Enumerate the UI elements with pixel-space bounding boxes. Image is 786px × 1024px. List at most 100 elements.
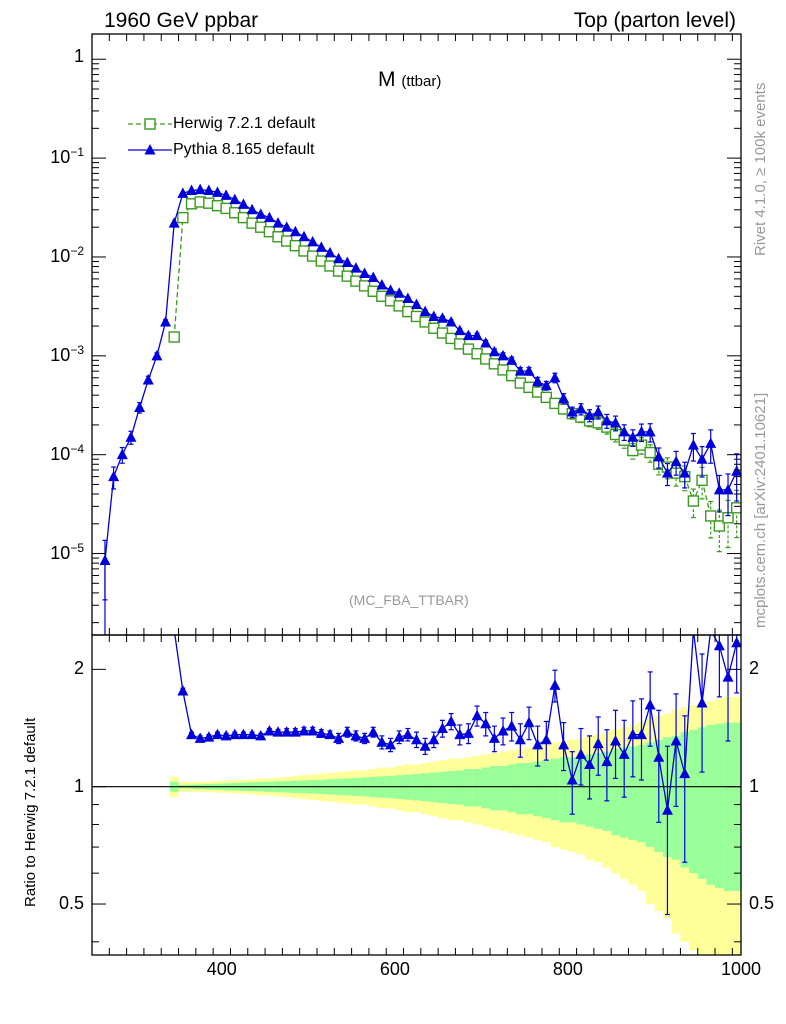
side-label-mcplots: mcplots.cern.ch [arXiv:2401.10621] — [752, 392, 769, 628]
ratio-band-stat — [455, 770, 465, 805]
data-point-triangle — [480, 717, 492, 729]
data-point-triangle — [558, 738, 570, 750]
ratio-y-tick-label-right: 0.5 — [749, 893, 775, 914]
data-point-square — [730, 502, 741, 514]
data-point-triangle — [705, 437, 717, 448]
data-point-triangle — [194, 732, 206, 743]
ratio-frame — [91, 634, 742, 956]
data-point-square — [705, 510, 717, 522]
data-point-triangle — [687, 439, 699, 450]
data-point-triangle — [289, 726, 301, 737]
data-point-triangle — [376, 736, 388, 747]
data-point-triangle — [203, 184, 215, 196]
ratio-band-stat — [697, 727, 707, 879]
data-point-triangle — [393, 731, 405, 742]
ratio-band-stat — [550, 758, 560, 821]
data-point-square — [540, 391, 552, 404]
data-point-triangle — [220, 729, 232, 741]
title-sub: (ttbar) — [401, 73, 442, 90]
ratio-y-tick-label-left: 1 — [73, 775, 84, 796]
data-point-triangle — [670, 455, 682, 467]
data-point-square — [393, 300, 405, 312]
data-point-triangle — [644, 425, 656, 437]
legend-marker-herwig — [144, 118, 156, 130]
ratio-band-stat — [541, 760, 551, 819]
data-point-square — [644, 446, 656, 459]
data-point-triangle — [142, 373, 154, 385]
data-point-triangle — [281, 221, 293, 232]
y-tick-exponent: −4 — [70, 441, 84, 456]
data-point-triangle — [272, 726, 284, 737]
ratio-band-stat — [498, 766, 508, 811]
ratio-band-stat — [472, 769, 482, 807]
legend-marker-pythia — [144, 144, 156, 155]
data-point-triangle — [462, 329, 474, 341]
data-point-triangle — [549, 371, 561, 383]
data-point-triangle — [255, 208, 267, 219]
y-tick-label: 10−2 — [24, 244, 84, 267]
data-point-triangle — [566, 774, 578, 785]
y-tick-label: 10−1 — [24, 145, 84, 168]
data-point-triangle — [445, 315, 457, 327]
data-point-triangle — [532, 375, 544, 386]
data-point-triangle — [229, 728, 241, 740]
data-point-triangle — [471, 709, 483, 721]
data-point-triangle — [514, 365, 526, 376]
ratio-band-stat — [464, 769, 473, 807]
data-point-triangle — [315, 727, 327, 738]
y-tick-base: 10 — [50, 344, 71, 365]
data-point-triangle — [385, 738, 397, 750]
ratio-band-stat — [715, 723, 724, 888]
ratio-band-stat — [438, 771, 447, 804]
ratio-band-stat — [645, 742, 655, 848]
data-point-triangle — [506, 354, 518, 365]
observable-title: M (ttbar) — [378, 68, 441, 92]
data-point-square — [687, 495, 700, 507]
ratio-band-stat — [706, 724, 716, 885]
data-point-triangle — [618, 425, 630, 437]
data-point-triangle — [454, 728, 466, 740]
y-tick-label: 10−3 — [24, 343, 84, 366]
data-point-triangle — [255, 729, 267, 741]
x-tick-label: 800 — [552, 959, 583, 979]
data-point-triangle — [584, 758, 596, 770]
data-point-triangle — [497, 724, 509, 736]
ratio-band-stat — [533, 761, 542, 817]
data-point-triangle — [99, 554, 111, 566]
data-point-triangle — [436, 312, 448, 323]
data-point-triangle — [246, 203, 258, 215]
data-point-square — [168, 331, 180, 343]
data-point-triangle — [584, 409, 596, 420]
data-point-triangle — [402, 728, 414, 740]
data-point-triangle — [713, 639, 725, 651]
data-point-triangle — [653, 450, 665, 462]
data-point-triangle — [731, 636, 741, 648]
data-point-triangle — [160, 315, 172, 327]
data-point-triangle — [653, 751, 665, 762]
data-point-square — [419, 316, 431, 328]
data-point-triangle — [411, 298, 422, 310]
data-point-triangle — [428, 733, 440, 745]
ratio-band-stat — [637, 744, 646, 843]
data-point-triangle — [177, 187, 189, 198]
ratio-band-stat — [611, 748, 620, 836]
data-point-triangle — [532, 738, 544, 750]
ratio-plot-area — [92, 635, 741, 955]
data-point-triangle — [722, 671, 734, 682]
data-point-triangle — [341, 726, 353, 737]
data-point-triangle — [627, 728, 639, 740]
data-point-triangle — [679, 767, 691, 779]
data-point-triangle — [436, 722, 448, 734]
data-point-square — [177, 211, 189, 224]
data-point-triangle — [592, 406, 604, 417]
y-tick-base: 10 — [50, 245, 71, 266]
data-point-triangle — [298, 724, 310, 736]
data-point-triangle — [454, 324, 466, 336]
data-point-triangle — [211, 728, 223, 740]
data-point-triangle — [168, 217, 180, 228]
data-point-triangle — [298, 230, 310, 242]
ratio-band-stat — [593, 753, 603, 829]
data-point-square — [505, 369, 518, 382]
ratio-y-tick-label-right: 1 — [749, 775, 760, 796]
data-point-triangle — [722, 483, 734, 495]
